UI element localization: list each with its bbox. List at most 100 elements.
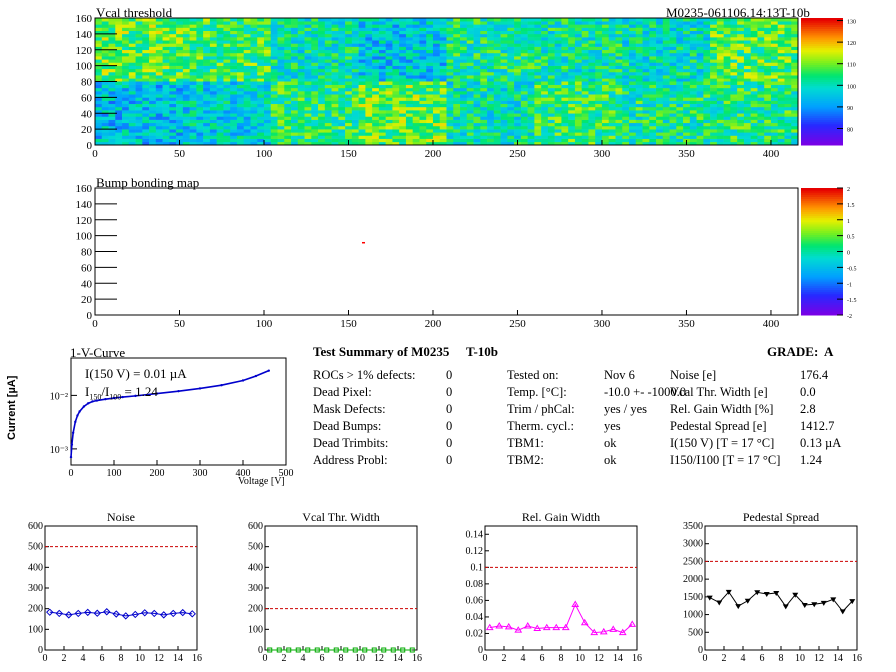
vcal-cell (541, 59, 549, 63)
vcal-cell (223, 125, 231, 130)
vcal-cell (527, 84, 535, 89)
plot1-point (276, 647, 282, 653)
bump-palette-band (801, 211, 843, 214)
vcal-cell (135, 65, 143, 70)
vcal-cell (588, 65, 596, 70)
plot3-y-tick-label: 1500 (683, 592, 703, 603)
vcal-cell (216, 21, 224, 25)
vcal-cell (534, 100, 542, 105)
vcal-cell (608, 84, 616, 89)
vcal-cell (615, 30, 623, 35)
plot1-title: Vcal Thr. Width (302, 510, 379, 524)
vcal-cell (426, 75, 434, 79)
vcal-cell (223, 40, 231, 44)
vcal-cell (169, 33, 177, 38)
vcal-cell (743, 37, 751, 41)
vcal-cell (642, 75, 650, 79)
vcal-cell (689, 52, 697, 57)
vcal-cell (466, 49, 474, 54)
bump-palette-tick-label: 2 (847, 187, 850, 193)
vcal-cell (419, 91, 427, 95)
vcal-cell (791, 52, 799, 57)
vcal-cell (683, 62, 691, 66)
vcal-cell (128, 119, 136, 124)
vcal-cell (419, 37, 427, 41)
vcal-cell (561, 37, 569, 41)
vcal-cell (372, 71, 380, 76)
vcal-cell (318, 91, 326, 95)
vcal-cell (784, 78, 792, 82)
vcal-cell (574, 100, 582, 105)
vcal-cell (101, 49, 109, 54)
vcal-cell (270, 27, 278, 31)
vcal-cell (737, 59, 745, 63)
vcal-cell (473, 125, 481, 130)
vcal-cell (764, 116, 772, 120)
vcal-cell (588, 129, 596, 133)
vcal-cell (784, 65, 792, 70)
vcal-cell (777, 27, 785, 31)
vcal-cell (453, 59, 461, 63)
vcal-cell (757, 91, 765, 95)
vcal-cell (487, 100, 495, 105)
vcal-cell (432, 65, 441, 70)
vcal-cell (514, 56, 522, 60)
vcal-cell (493, 103, 501, 108)
vcal-cell (480, 46, 488, 51)
vcal-cell (432, 97, 441, 101)
vcal-cell (520, 30, 528, 35)
vcal-cell (649, 110, 657, 114)
plot3-point (849, 599, 856, 605)
vcal-cell (216, 43, 224, 47)
vcal-cell (723, 141, 731, 146)
vcal-cell (574, 135, 582, 139)
vcal-cell (608, 52, 616, 57)
vcal-cell (473, 81, 481, 85)
vcal-cell (331, 91, 339, 95)
vcal-cell (770, 33, 779, 38)
vcal-cell (182, 27, 190, 31)
vcal-cell (581, 71, 589, 76)
vcal-cell (426, 103, 434, 108)
plot1-x-tick-label: 16 (412, 653, 422, 664)
vcal-cell (547, 91, 555, 95)
vcal-cell (189, 52, 197, 57)
vcal-cell (629, 27, 637, 31)
vcal-cell (595, 56, 603, 60)
vcal-cell (629, 75, 637, 79)
vcal-cell (257, 116, 265, 120)
vcal-cell (588, 40, 596, 44)
vcal-cell (169, 78, 177, 82)
vcal-cell (176, 33, 184, 38)
vcal-cell (500, 59, 508, 63)
vcal-cell (588, 68, 596, 73)
vcal-cell (203, 43, 211, 47)
vcal-cell (270, 81, 278, 85)
vcal-cell (568, 49, 576, 54)
vcal-cell (135, 56, 143, 60)
vcal-cell (770, 87, 779, 92)
vcal-y-tick-label: 120 (76, 45, 93, 57)
plot3-point (782, 604, 789, 610)
vcal-cell (209, 129, 217, 133)
vcal-cell (318, 46, 326, 51)
vcal-cell (277, 65, 285, 70)
vcal-cell (142, 21, 150, 25)
vcal-cell (412, 97, 420, 101)
plot3-y-tick-label: 3000 (683, 539, 703, 550)
vcal-cell (291, 141, 299, 146)
vcal-cell (601, 97, 610, 101)
vcal-cell (338, 52, 346, 57)
vcal-cell (155, 40, 163, 44)
vcal-cell (331, 110, 339, 114)
vcal-cell (176, 100, 184, 105)
vcal-cell (399, 21, 407, 25)
vcal-cell (622, 62, 630, 66)
vcal-cell (568, 75, 576, 79)
vcal-cell (676, 125, 684, 130)
vcal-cell (473, 71, 481, 76)
vcal-cell (723, 116, 731, 120)
vcal-cell (399, 122, 407, 127)
vcal-cell (101, 59, 109, 63)
vcal-cell (318, 87, 326, 92)
